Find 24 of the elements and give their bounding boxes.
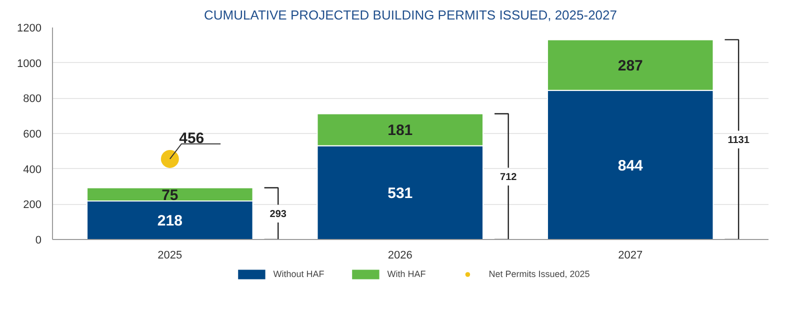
total-label: 1131 bbox=[728, 135, 750, 146]
chart-title: CUMULATIVE PROJECTED BUILDING PERMITS ISSUED, 2025-2027 bbox=[204, 8, 617, 22]
total-label: 712 bbox=[500, 172, 518, 184]
y-tick-label: 800 bbox=[23, 93, 42, 106]
y-tick-label: 1200 bbox=[17, 22, 42, 34]
data-label: 531 bbox=[388, 185, 413, 202]
x-tick-label: 2026 bbox=[388, 250, 412, 262]
x-tick-label: 2025 bbox=[158, 250, 182, 262]
y-tick-label: 0 bbox=[35, 234, 42, 246]
y-tick-label: 400 bbox=[23, 164, 42, 176]
y-tick-label: 1000 bbox=[17, 58, 42, 70]
data-label: 181 bbox=[388, 122, 413, 140]
data-label: 75 bbox=[162, 186, 178, 204]
x-tick-label: 2027 bbox=[618, 250, 643, 262]
y-tick-label: 600 bbox=[23, 128, 42, 140]
y-tick-label: 200 bbox=[23, 199, 42, 212]
legend-label: Without HAF bbox=[273, 269, 324, 279]
data-label: 287 bbox=[618, 58, 643, 75]
legend-label: Net Permits Issued, 2025 bbox=[488, 269, 590, 279]
data-label: 844 bbox=[618, 157, 644, 174]
data-label: 218 bbox=[157, 212, 182, 230]
data-label: 456 bbox=[179, 130, 204, 148]
total-label: 293 bbox=[270, 209, 287, 220]
legend-label: With HAF bbox=[387, 269, 426, 279]
